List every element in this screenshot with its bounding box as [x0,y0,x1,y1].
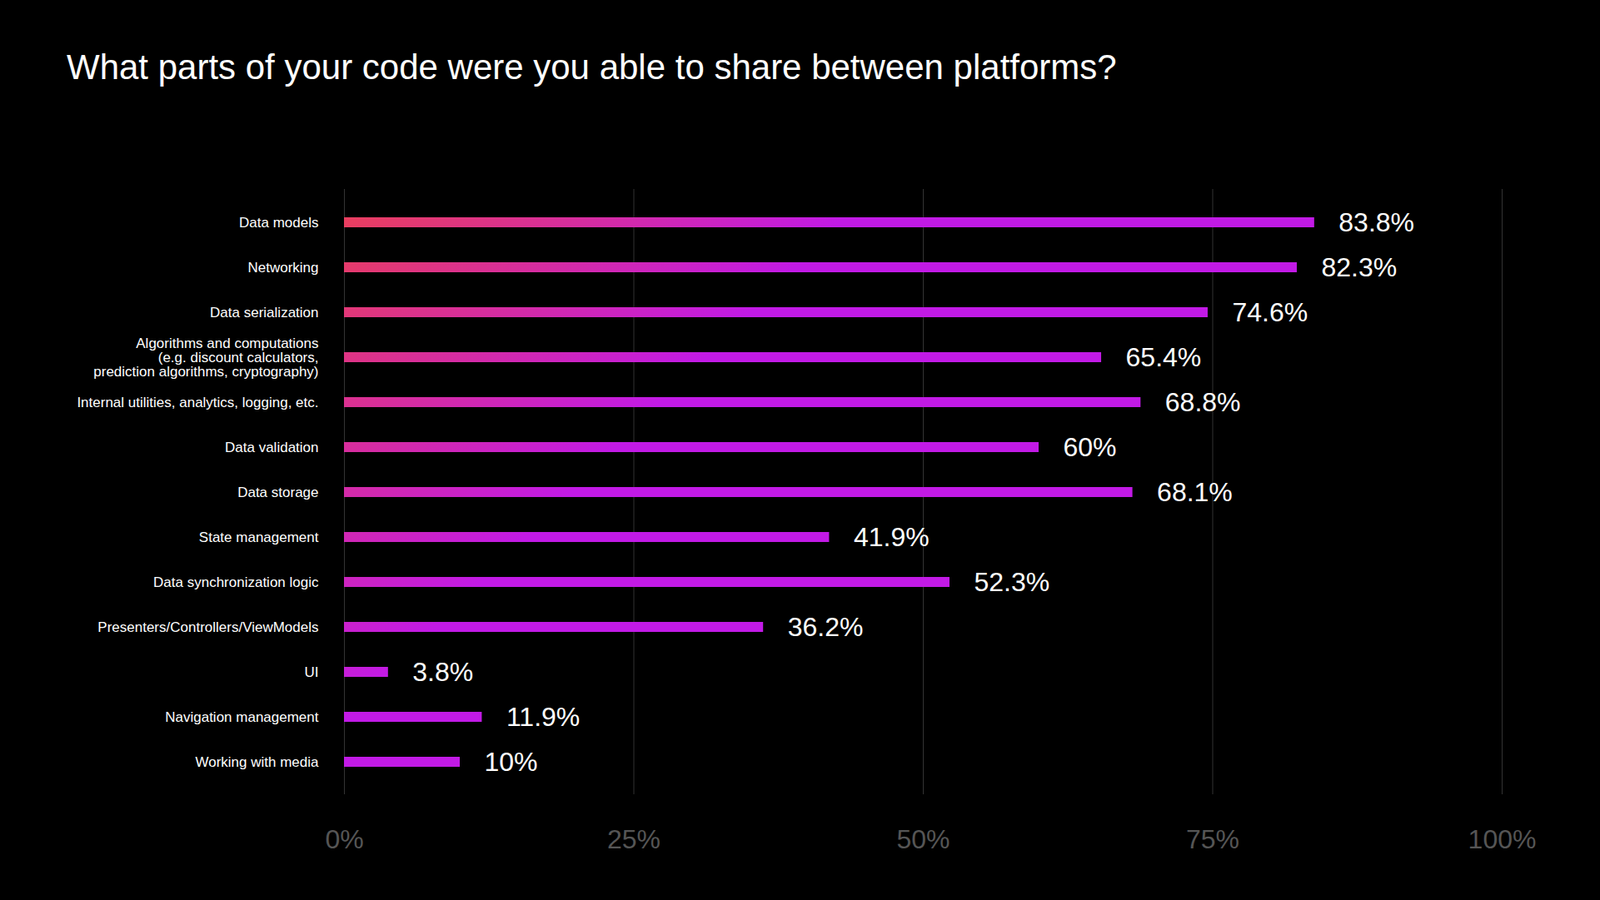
svg-text:11.9%: 11.9% [506,702,580,733]
svg-text:State management: State management [199,529,320,546]
svg-text:Internal utilities, analytics,: Internal utilities, analytics, logging, … [76,394,319,411]
svg-text:65.4%: 65.4% [1126,342,1202,373]
svg-text:50%: 50% [896,824,950,855]
svg-text:Data serialization: Data serialization [209,304,319,321]
svg-text:41.9%: 41.9% [853,522,930,553]
svg-text:3.8%: 3.8% [412,657,474,688]
svg-text:Data storage: Data storage [237,484,319,501]
svg-text:100%: 100% [1468,824,1537,855]
svg-text:Data models: Data models [239,214,319,231]
svg-text:Data validation: Data validation [224,439,319,456]
svg-text:36.2%: 36.2% [787,612,864,643]
svg-text:10%: 10% [484,747,539,778]
svg-text:Data synchronization logic: Data synchronization logic [153,574,320,591]
svg-text:68.1%: 68.1% [1156,477,1233,508]
svg-text:25%: 25% [607,824,661,855]
svg-text:0%: 0% [324,824,364,855]
svg-text:68.8%: 68.8% [1165,387,1242,418]
svg-text:74.6%: 74.6% [1231,297,1308,328]
svg-text:Working with media: Working with media [194,754,320,771]
svg-text:Networking: Networking [247,259,319,276]
svg-text:75%: 75% [1186,824,1240,855]
svg-text:Algorithms and computations(e.: Algorithms and computations(e.g. discoun… [93,335,319,380]
svg-text:60%: 60% [1063,432,1117,463]
svg-text:Navigation management: Navigation management [164,709,320,726]
html-text:What parts of your code were y: What parts of your code were you able to… [66,47,1117,87]
svg-text:83.8%: 83.8% [1338,207,1415,238]
svg-text:Presenters/Controllers/ViewMod: Presenters/Controllers/ViewModels [97,619,319,636]
svg-text:UI: UI [304,664,320,681]
svg-text:52.3%: 52.3% [973,567,1050,598]
svg-text:82.3%: 82.3% [1320,252,1397,283]
